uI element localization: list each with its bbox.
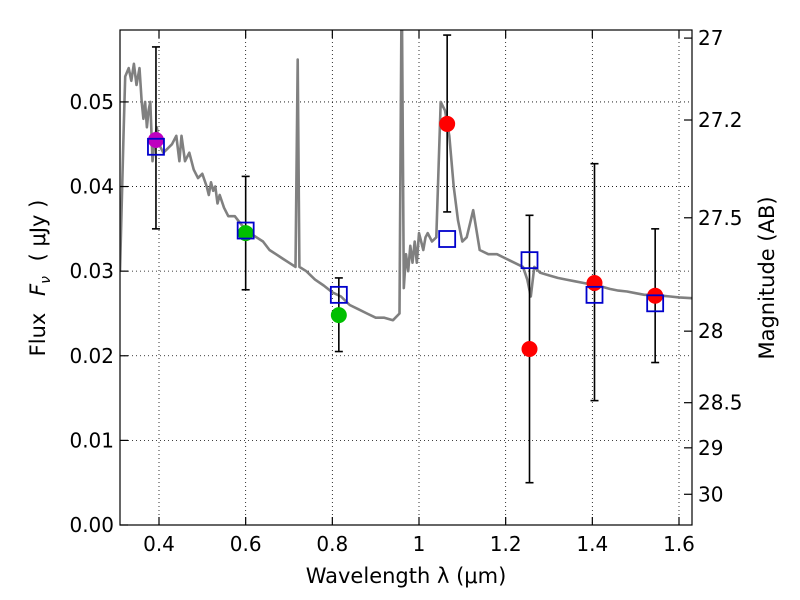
observed-point xyxy=(330,307,347,324)
x-tick-label: 0.4 xyxy=(143,532,175,556)
observed-point xyxy=(439,115,456,132)
y-tick-label: 0.05 xyxy=(69,90,114,114)
y2-tick-label: 27.5 xyxy=(698,206,743,230)
model-sed-line xyxy=(120,30,692,322)
y-axis-label-flux: Flux xyxy=(26,313,50,357)
model-point xyxy=(438,230,457,248)
y2-tick-label: 28.5 xyxy=(698,391,743,415)
y2-tick-label: 28 xyxy=(698,319,723,343)
y2-tick-label: 27 xyxy=(698,26,723,50)
grid xyxy=(120,30,692,526)
x-tick-label: 0.8 xyxy=(316,532,348,556)
observed-point xyxy=(147,132,164,148)
model-point xyxy=(236,221,255,240)
y-axis-label-nu: ν xyxy=(38,276,54,284)
model-point xyxy=(646,294,665,313)
x-axis-label: Wavelength λ (μm) xyxy=(306,564,507,588)
plot-area xyxy=(120,30,692,484)
y-tick-label: 0.00 xyxy=(69,513,114,537)
y-axis-label: Flux Fν ( μJy ) xyxy=(26,200,55,357)
y-tick-label: 0.04 xyxy=(69,175,114,199)
model-point xyxy=(147,137,165,156)
x-tick-label: 1.2 xyxy=(490,532,522,556)
y2-tick-label: 30 xyxy=(698,482,723,506)
model-point xyxy=(520,251,539,270)
plot-frame xyxy=(119,29,693,526)
x-tick-label: 1.4 xyxy=(576,532,608,556)
model-point xyxy=(585,285,604,304)
observed-point xyxy=(586,275,603,291)
y-tick-label: 0.01 xyxy=(69,428,114,452)
model-point xyxy=(329,285,348,304)
observed-point xyxy=(521,341,538,357)
svg-text:Flux Fν ( μJy ): Flux Fν ( μJy ) xyxy=(26,200,55,357)
y2-tick-label: 29 xyxy=(698,436,723,460)
x-tick-label: 0.6 xyxy=(230,532,262,556)
y-axis-label-unit: ( μJy ) xyxy=(26,200,50,262)
x-tick-label: 1.6 xyxy=(663,532,695,556)
y-tick-label: 0.02 xyxy=(69,344,114,368)
y2-axis-label: Magnitude (AB) xyxy=(755,196,779,359)
x-tick-label: 1 xyxy=(413,532,426,556)
y2-tick-label: 27.2 xyxy=(698,108,743,132)
y-tick-label: 0.03 xyxy=(69,259,114,283)
axes-ticks: 0.4 0.6 0.8 1 1.2 1.4 1.6 0.00 0.01 0.02 0.03 0.04 0… xyxy=(69,26,742,556)
y-axis-label-fnu: F xyxy=(26,283,50,296)
